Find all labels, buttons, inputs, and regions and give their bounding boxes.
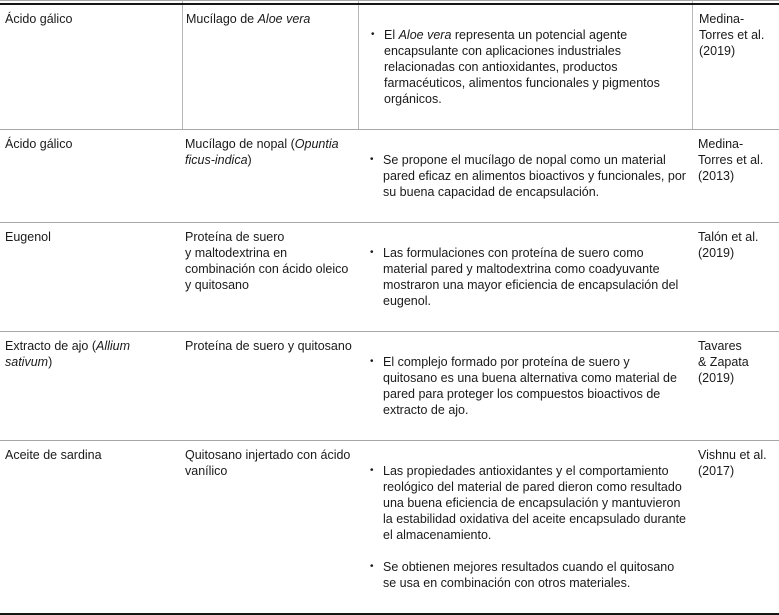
finding-item: • Se obtienen mejores resultados cuando …	[370, 559, 686, 591]
finding-text: Las propiedades antioxidantes y el compo…	[383, 464, 686, 542]
finding-item: • El Aloe vera representa un potencial a…	[371, 27, 686, 107]
table-row: Extracto de ajo (Allium sativum) Proteín…	[0, 331, 779, 440]
cell-compound: Extracto de ajo (Allium sativum)	[5, 339, 131, 369]
cell-reference: Vishnu et al. (2017)	[698, 448, 767, 478]
bullet-icon: •	[370, 247, 374, 258]
cell-reference: Medina- Torres et al. (2013)	[698, 137, 764, 183]
cell-wall-material: Proteína de suero y quitosano	[185, 339, 352, 353]
bullet-icon: •	[371, 29, 375, 40]
cell-compound: Ácido gálico	[5, 12, 73, 26]
table-row: Ácido gálico Mucílago de Aloe vera • El …	[0, 3, 779, 129]
cell-findings: • Las propiedades antioxidantes y el com…	[358, 441, 692, 613]
cell-reference: Tavares & Zapata (2019)	[698, 339, 749, 385]
cell-compound: Ácido gálico	[5, 137, 73, 151]
bullet-icon: •	[370, 465, 374, 476]
bullet-icon: •	[370, 561, 374, 572]
table-top-sliver	[0, 0, 779, 3]
cell-wall-material: Proteína de suero y maltodextrina en com…	[185, 230, 349, 292]
finding-text: El Aloe vera representa un potencial age…	[384, 28, 660, 106]
cell-compound: Aceite de sardina	[5, 448, 102, 462]
finding-text: Las formulaciones con proteína de suero …	[383, 246, 679, 308]
finding-item: • Las propiedades antioxidantes y el com…	[370, 463, 686, 543]
cell-wall-material: Mucílago de nopal (Opuntia ficus-indica)	[185, 137, 339, 167]
finding-text: Se obtienen mejores resultados cuando el…	[383, 560, 675, 590]
cell-wall-material: Mucílago de Aloe vera	[182, 5, 358, 129]
cell-findings: • Las formulaciones con proteína de suer…	[358, 223, 692, 331]
bullet-icon: •	[370, 154, 374, 165]
bullet-icon: •	[370, 356, 374, 367]
cell-compound: Eugenol	[5, 230, 51, 244]
cell-wall-material: Quitosano injertado con ácido vanílico	[185, 448, 351, 478]
table-row: Eugenol Proteína de suero y maltodextrin…	[0, 222, 779, 331]
table-row: Ácido gálico Mucílago de nopal (Opuntia …	[0, 129, 779, 222]
finding-item: • Se propone el mucílago de nopal como u…	[370, 152, 686, 200]
finding-item: • Las formulaciones con proteína de suer…	[370, 245, 686, 309]
cell-findings: • El Aloe vera representa un potencial a…	[358, 5, 692, 129]
cell-reference: Talón et al. (2019)	[698, 230, 759, 260]
table-row: Aceite de sardina Quitosano injertado co…	[0, 440, 779, 615]
finding-text: Se propone el mucílago de nopal como un …	[383, 153, 686, 199]
cell-findings: • Se propone el mucílago de nopal como u…	[358, 130, 692, 222]
cell-reference: Medina- Torres et al. (2019)	[692, 5, 779, 129]
finding-item: • El complejo formado por proteína de su…	[370, 354, 686, 418]
cell-findings: • El complejo formado por proteína de su…	[358, 332, 692, 440]
finding-text: El complejo formado por proteína de suer…	[383, 355, 677, 417]
